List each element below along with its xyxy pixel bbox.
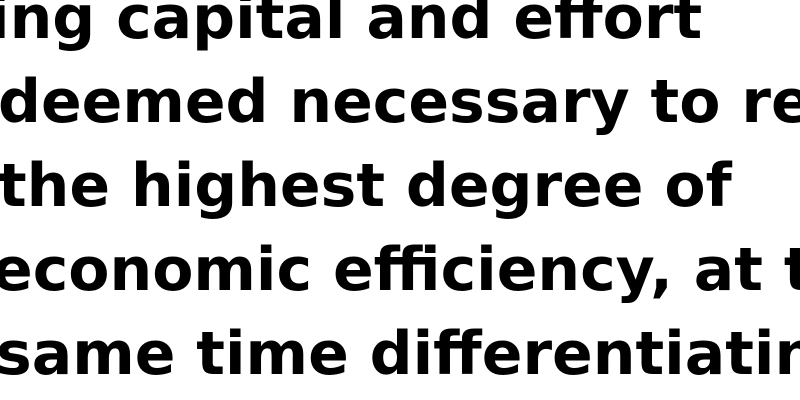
text-line-3: the highest degree of bbox=[0, 151, 732, 221]
text-line-1: ing capital and effort bbox=[0, 0, 703, 53]
text-line-2: deemed necessary to rea bbox=[0, 67, 800, 137]
text-line-5: same time differentiating bbox=[0, 319, 800, 389]
text-line-4: economic efficiency, at th bbox=[0, 235, 800, 305]
